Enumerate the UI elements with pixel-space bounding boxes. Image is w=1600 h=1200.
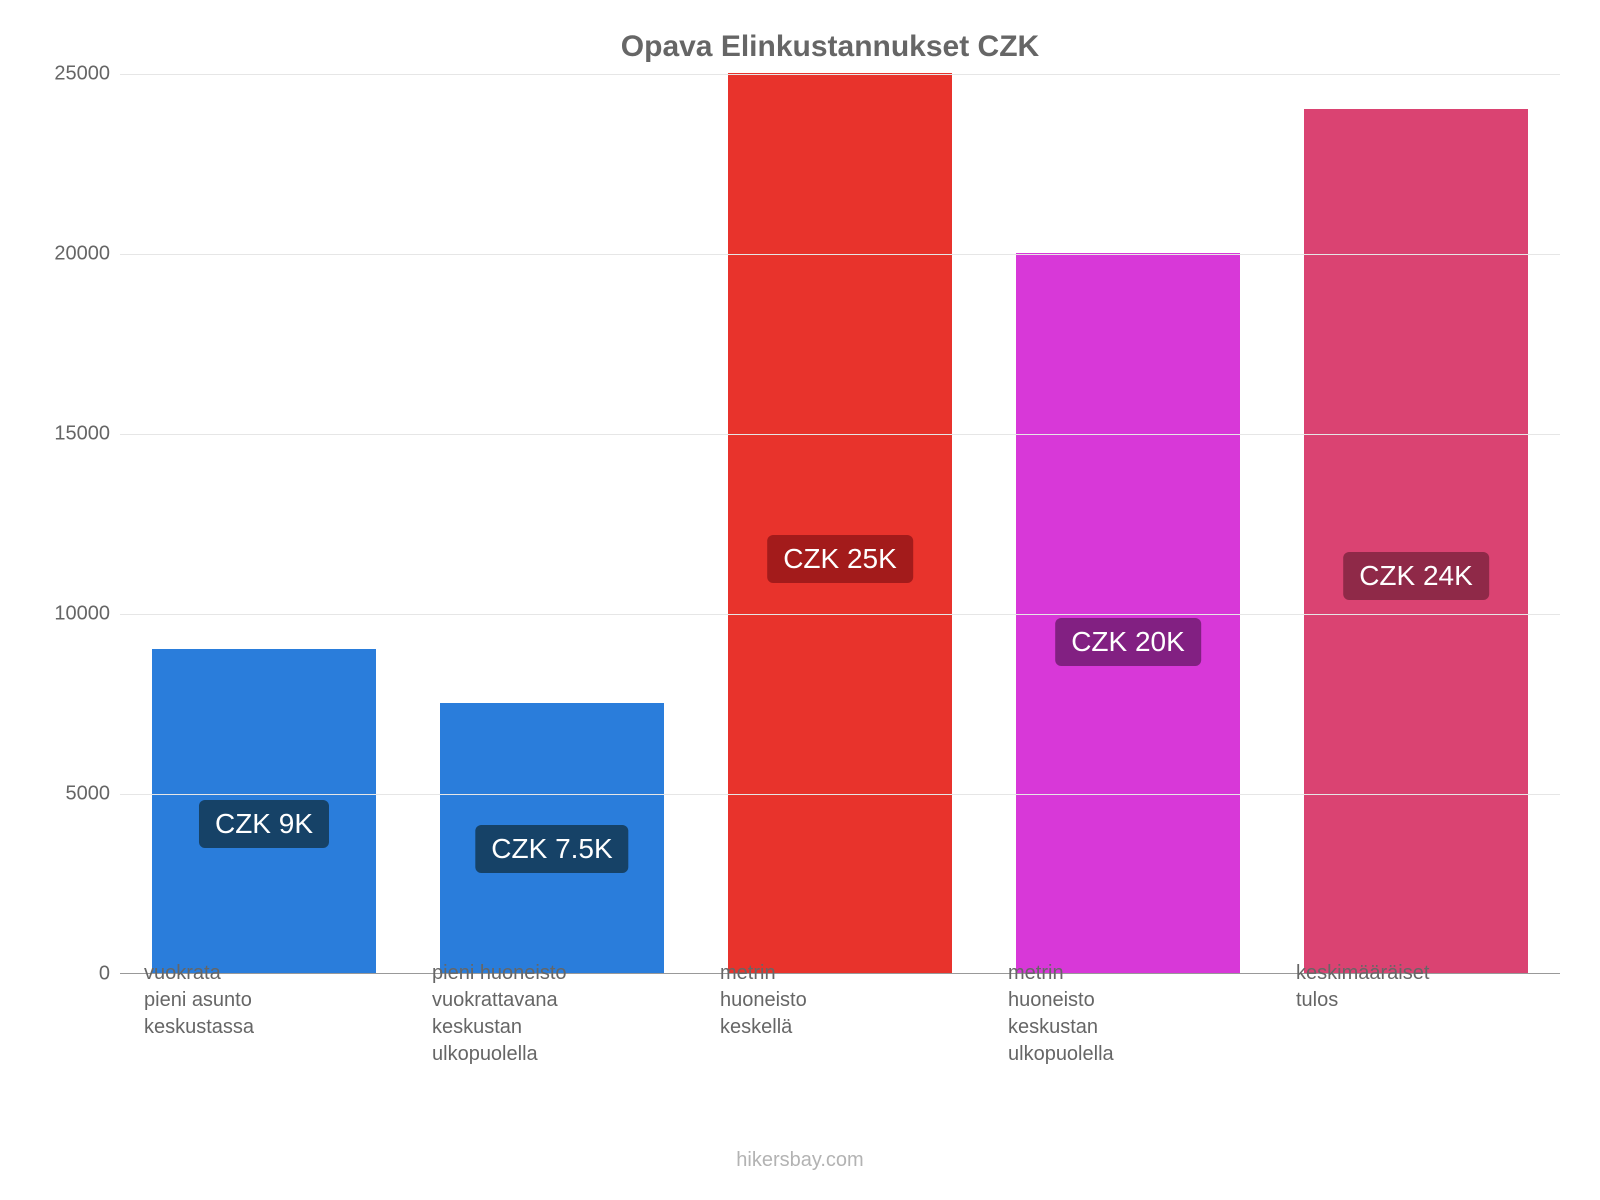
x-tick-label: metrin huoneisto keskustan ulkopuolella [984, 960, 1272, 1068]
bar-slot: CZK 25K [696, 74, 984, 973]
bar: CZK 7.5K [440, 703, 665, 973]
grid-line [120, 794, 1560, 795]
bar-value-label: CZK 9K [199, 800, 329, 848]
grid-line [120, 254, 1560, 255]
bar: CZK 20K [1016, 253, 1241, 973]
bar-value-label: CZK 20K [1055, 618, 1201, 666]
x-tick-label: vuokrata pieni asunto keskustassa [120, 960, 408, 1068]
bar-slot: CZK 9K [120, 74, 408, 973]
grid-line [120, 74, 1560, 75]
x-tick-label: keskimääräiset tulos [1272, 960, 1560, 1068]
bar: CZK 24K [1304, 109, 1529, 973]
bar-slot: CZK 7.5K [408, 74, 696, 973]
chart-title: Opava Elinkustannukset CZK [100, 30, 1560, 64]
bars-row: CZK 9K CZK 7.5K CZK 25K CZK 20K CZK 24K [120, 74, 1560, 973]
attribution: hikersbay.com [0, 1149, 1600, 1172]
y-tick-label: 25000 [54, 63, 120, 86]
y-tick-label: 15000 [54, 423, 120, 446]
x-tick-label: pieni huoneisto vuokrattavana keskustan … [408, 960, 696, 1068]
x-axis-labels: vuokrata pieni asunto keskustassapieni h… [120, 960, 1560, 1068]
bar-slot: CZK 20K [984, 74, 1272, 973]
bar-value-label: CZK 24K [1343, 552, 1489, 600]
plot-area: CZK 9KCZK 7.5KCZK 25KCZK 20KCZK 24K 0500… [120, 74, 1560, 974]
bar-value-label: CZK 7.5K [475, 825, 628, 873]
y-tick-label: 10000 [54, 603, 120, 626]
y-tick-label: 20000 [54, 243, 120, 266]
x-tick-label: metrin huoneisto keskellä [696, 960, 984, 1068]
chart-container: Opava Elinkustannukset CZK CZK 9K CZK 7.5… [0, 0, 1600, 1200]
bar: CZK 9K [152, 649, 377, 973]
y-tick-label: 0 [99, 963, 120, 986]
grid-line [120, 614, 1560, 615]
bar-slot: CZK 24K [1272, 74, 1560, 973]
bar: CZK 25K [728, 73, 953, 973]
grid-line [120, 434, 1560, 435]
y-tick-label: 5000 [66, 783, 121, 806]
bar-value-label: CZK 25K [767, 535, 913, 583]
